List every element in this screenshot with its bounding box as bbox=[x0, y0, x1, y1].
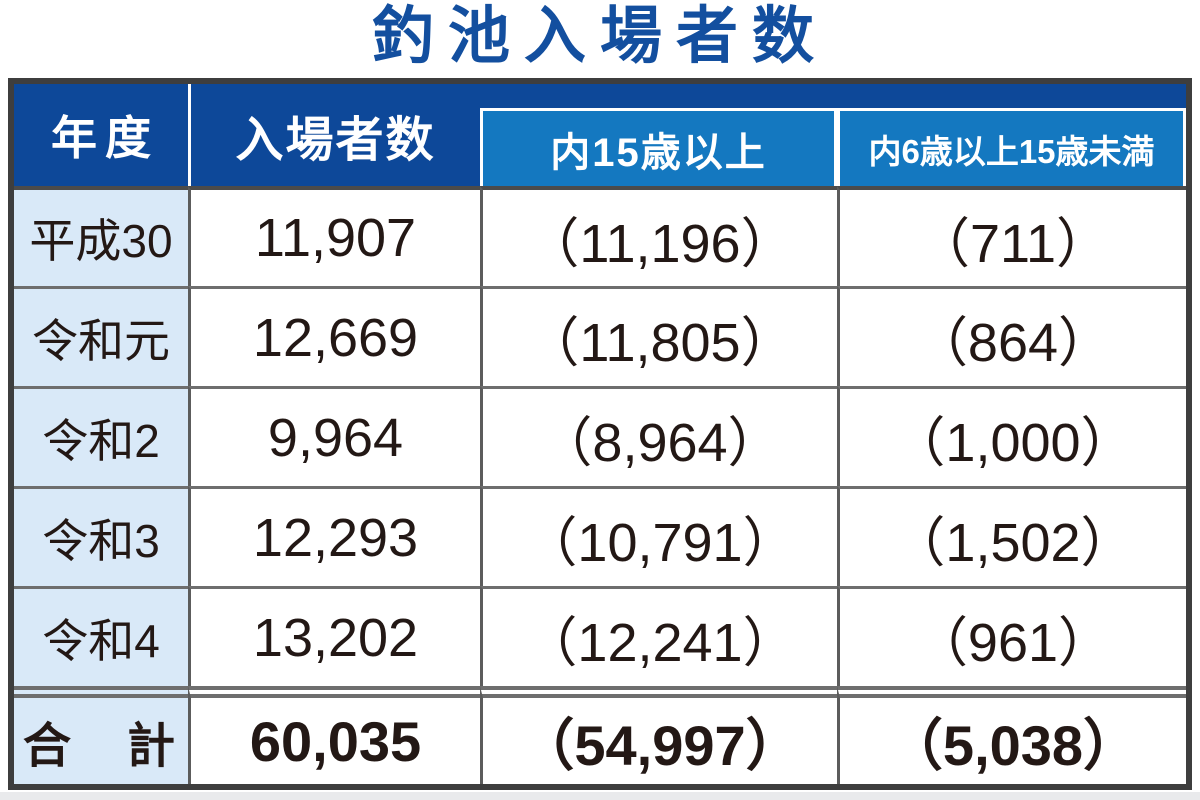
total-row-total: 60,035 bbox=[188, 686, 480, 784]
row-reiwa4-child: （961） bbox=[837, 586, 1186, 686]
header-total-visitors: 入場者数 bbox=[188, 84, 480, 186]
total-row-adult: （54,997） bbox=[480, 686, 837, 784]
row-reiwa2-child: （1,000） bbox=[837, 386, 1186, 486]
row-reiwa4-adult: （12,241） bbox=[480, 586, 837, 686]
total-row-label: 合 計 bbox=[14, 686, 188, 784]
row-reiwa1-child: （864） bbox=[837, 286, 1186, 386]
row-heisei30-total: 11,907 bbox=[188, 186, 480, 286]
page-bottom-edge bbox=[0, 792, 1200, 800]
row-reiwa4-total: 13,202 bbox=[188, 586, 480, 686]
row-reiwa1-total: 12,669 bbox=[188, 286, 480, 386]
visitor-count-table: 年度 入場者数 内15歳以上 内6歳以上15歳未満 平成30 11,907 （1… bbox=[8, 78, 1192, 790]
row-reiwa3-adult: （10,791） bbox=[480, 486, 837, 586]
row-heisei30-child: （711） bbox=[837, 186, 1186, 286]
row-reiwa1-year: 令和元 bbox=[14, 286, 188, 386]
row-reiwa3-total: 12,293 bbox=[188, 486, 480, 586]
row-reiwa1-adult: （11,805） bbox=[480, 286, 837, 386]
total-row-child: （5,038） bbox=[837, 686, 1186, 784]
row-reiwa3-year: 令和3 bbox=[14, 486, 188, 586]
row-reiwa3-child: （1,502） bbox=[837, 486, 1186, 586]
row-reiwa2-adult: （8,964） bbox=[480, 386, 837, 486]
header-age-15-and-over: 内15歳以上 bbox=[480, 84, 837, 186]
subheader-box-child: 内6歳以上15歳未満 bbox=[837, 108, 1186, 186]
row-reiwa2-year: 令和2 bbox=[14, 386, 188, 486]
header-year: 年度 bbox=[14, 84, 188, 186]
row-reiwa2-total: 9,964 bbox=[188, 386, 480, 486]
header-age-6-to-under-15: 内6歳以上15歳未満 bbox=[837, 84, 1186, 186]
row-reiwa4-year: 令和4 bbox=[14, 586, 188, 686]
row-heisei30-adult: （11,196） bbox=[480, 186, 837, 286]
page-title: 釣池入場者数 bbox=[371, 2, 828, 71]
subheader-box-adult: 内15歳以上 bbox=[480, 108, 837, 186]
row-heisei30-year: 平成30 bbox=[14, 186, 188, 286]
